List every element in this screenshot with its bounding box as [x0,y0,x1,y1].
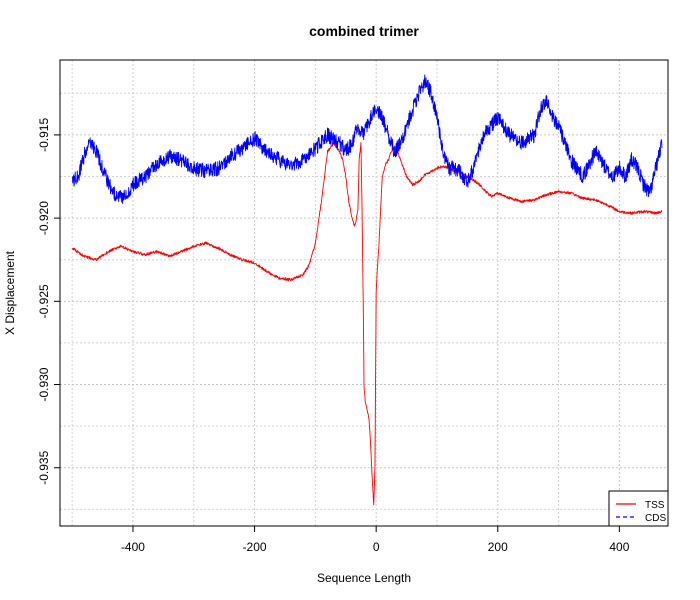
y-tick-label: -0.915 [37,118,51,152]
y-tick-label: -0.920 [37,201,51,235]
series-line-tss [71,142,663,506]
y-tick-label: -0.930 [37,367,51,401]
x-tick-label: 400 [609,540,629,554]
legend-box [608,490,669,527]
x-tick-label: -200 [243,540,267,554]
legend-label-tss: TSS [645,500,665,511]
series-lines [71,74,663,506]
x-tick-label: -400 [121,540,145,554]
y-tick-label: -0.935 [37,450,51,484]
legend: TSS CDS [608,490,669,527]
y-axis-label: X Displacement [3,250,17,335]
x-tick-label: 0 [373,540,380,554]
x-axis: -400 -200 0 200 400 [121,526,630,554]
plot-frame [59,59,669,527]
x-tick-label: 200 [488,540,508,554]
y-tick-label: -0.925 [37,284,51,318]
legend-label-cds: CDS [645,513,666,524]
series-line-cds [72,74,663,204]
chart-title: combined trimer [309,23,419,39]
x-axis-label: Sequence Length [317,571,411,585]
y-axis: -0.935 -0.930 -0.925 -0.920 -0.915 [37,118,60,485]
